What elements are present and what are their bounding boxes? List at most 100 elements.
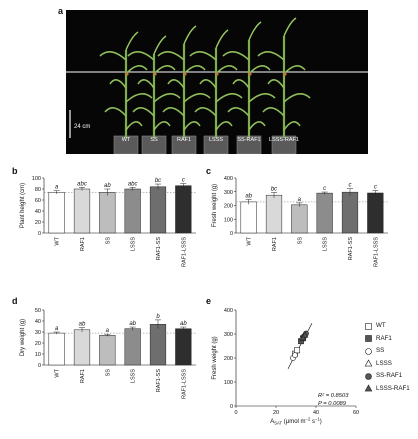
significance-letter: a <box>55 185 59 191</box>
plant-leaf-tip <box>153 35 167 55</box>
panel-letter-b: b <box>12 166 18 176</box>
plant-tassel <box>153 72 157 76</box>
y-axis-label: Fresh weight (g) <box>212 336 218 379</box>
bar-chart-d: 0 10 20 30 40 50 Dry weight (g) a WT ab RAF1 a SS ab L… <box>20 308 196 399</box>
y-axis-label: Fresh weight (g) <box>212 184 218 227</box>
y-tick-label: 100 <box>224 217 233 223</box>
scatter-point-wt <box>294 347 300 354</box>
bar-lsss <box>124 188 141 234</box>
x-tick-label: WT <box>55 236 61 245</box>
x-tick-label: 60 <box>353 410 359 416</box>
pot-label: LSSS-RAF1 <box>269 137 299 143</box>
bar-ss <box>99 335 116 366</box>
plant-leaf <box>232 79 250 89</box>
plant-tassel <box>183 72 187 76</box>
x-tick-label: WT <box>247 236 253 245</box>
bar-raf1 <box>73 329 91 366</box>
y-tick-label: 300 <box>224 190 233 196</box>
bar-wt <box>48 332 65 366</box>
bar-raf1-ss <box>149 324 167 366</box>
bar-raf1-lsss <box>175 185 192 234</box>
significance-letter: bc <box>155 178 161 184</box>
significance-letter: ab <box>245 193 252 199</box>
plant-leaf <box>137 79 155 89</box>
r-squared-text: R² = 0.8503 <box>318 393 349 399</box>
significance-letter: abc <box>77 181 87 187</box>
x-tick-label: 20 <box>273 410 279 416</box>
significance-letter: c <box>374 185 377 191</box>
x-tick-label: SS <box>105 369 111 377</box>
bar-lsss <box>316 192 333 234</box>
y-tick-label: 100 <box>32 176 41 182</box>
x-tick-label: RAF1 <box>272 237 278 251</box>
y-tick-label: 0 <box>230 231 233 237</box>
plant-tassel <box>283 72 287 76</box>
legend-item: RAF1 <box>364 333 410 346</box>
plant-leaf <box>153 121 171 131</box>
bar-ss <box>291 204 308 234</box>
x-tick-label: SS <box>297 237 303 245</box>
plant-leaf <box>283 93 311 103</box>
y-tick-label: 200 <box>224 356 233 362</box>
plant-leaf-tip <box>183 25 197 45</box>
bar-raf1-lsss <box>175 328 192 366</box>
plants-group <box>99 17 311 154</box>
significance-letter: ab <box>129 321 136 327</box>
significance-letter: a <box>106 328 110 334</box>
plant-leaf <box>248 65 271 75</box>
significance-letter: b <box>156 314 160 320</box>
significance-letter: a <box>298 197 302 203</box>
legend-item: SS <box>364 345 410 358</box>
pot-label: SS-RAF1 <box>237 137 261 143</box>
plant-leaf-tip <box>248 21 262 41</box>
plant-leaf <box>183 121 201 131</box>
plant-leaf <box>125 93 153 103</box>
bar-raf1 <box>73 188 91 234</box>
plant-leaf <box>109 79 127 89</box>
bar-wt <box>240 201 257 234</box>
plant-leaf <box>248 121 266 131</box>
plant-leaf <box>132 107 155 117</box>
y-tick-label: 0 <box>38 231 41 237</box>
y-tick-label: 400 <box>224 308 233 314</box>
scatter-chart-e: 0 100 200 300 400 0 20 40 60 Fresh weight (g) ASAT… <box>212 308 359 426</box>
x-tick-label: WT <box>55 368 61 377</box>
legend-label: RAF1 <box>376 334 392 342</box>
x-tick-label: RAF1-LSSS <box>373 237 379 267</box>
plant-leaf <box>167 79 185 89</box>
significance-letter: ab <box>104 183 111 189</box>
legend-label: SS-RAF1 <box>376 372 403 379</box>
scatter-legend: WT RAF1 SS LSSS SS-RAF1 LSSS-RAF1 <box>364 320 410 395</box>
significance-letter: a <box>55 326 59 332</box>
bar-raf1-ss <box>149 186 167 234</box>
y-axis-label: Plant height (cm) <box>20 183 26 228</box>
scatter-point-ss <box>292 352 298 359</box>
y-tick-label: 20 <box>35 220 41 226</box>
plant-leaf <box>215 121 233 131</box>
legend-label: LSSS <box>376 359 392 367</box>
bar-raf1-ss <box>341 191 359 234</box>
y-tick-label: 20 <box>35 341 41 347</box>
x-tick-label: RAF1 <box>80 369 86 383</box>
panel-letter-a: a <box>58 6 64 16</box>
plant-leaf <box>283 65 306 75</box>
y-tick-label: 60 <box>35 198 41 204</box>
y-tick-label: 40 <box>35 209 41 215</box>
plant-leaf <box>104 107 127 117</box>
significance-letter: c <box>182 178 185 184</box>
pot-label: WT <box>121 137 131 143</box>
legend-marker <box>364 334 373 343</box>
x-tick-label: RAF1-SS <box>156 237 162 261</box>
plant-leaf <box>257 51 285 61</box>
plant-leaf <box>283 121 301 131</box>
significance-letter: abc <box>128 181 138 187</box>
plant-leaf <box>157 51 185 61</box>
y-tick-label: 10 <box>35 352 41 358</box>
x-tick-label: 0 <box>234 410 237 416</box>
plant-leaf <box>248 93 276 103</box>
plant-leaf <box>215 65 238 75</box>
x-tick-label: SS <box>105 237 111 245</box>
plant-tassel <box>248 72 252 76</box>
plant-tassel <box>125 72 129 76</box>
